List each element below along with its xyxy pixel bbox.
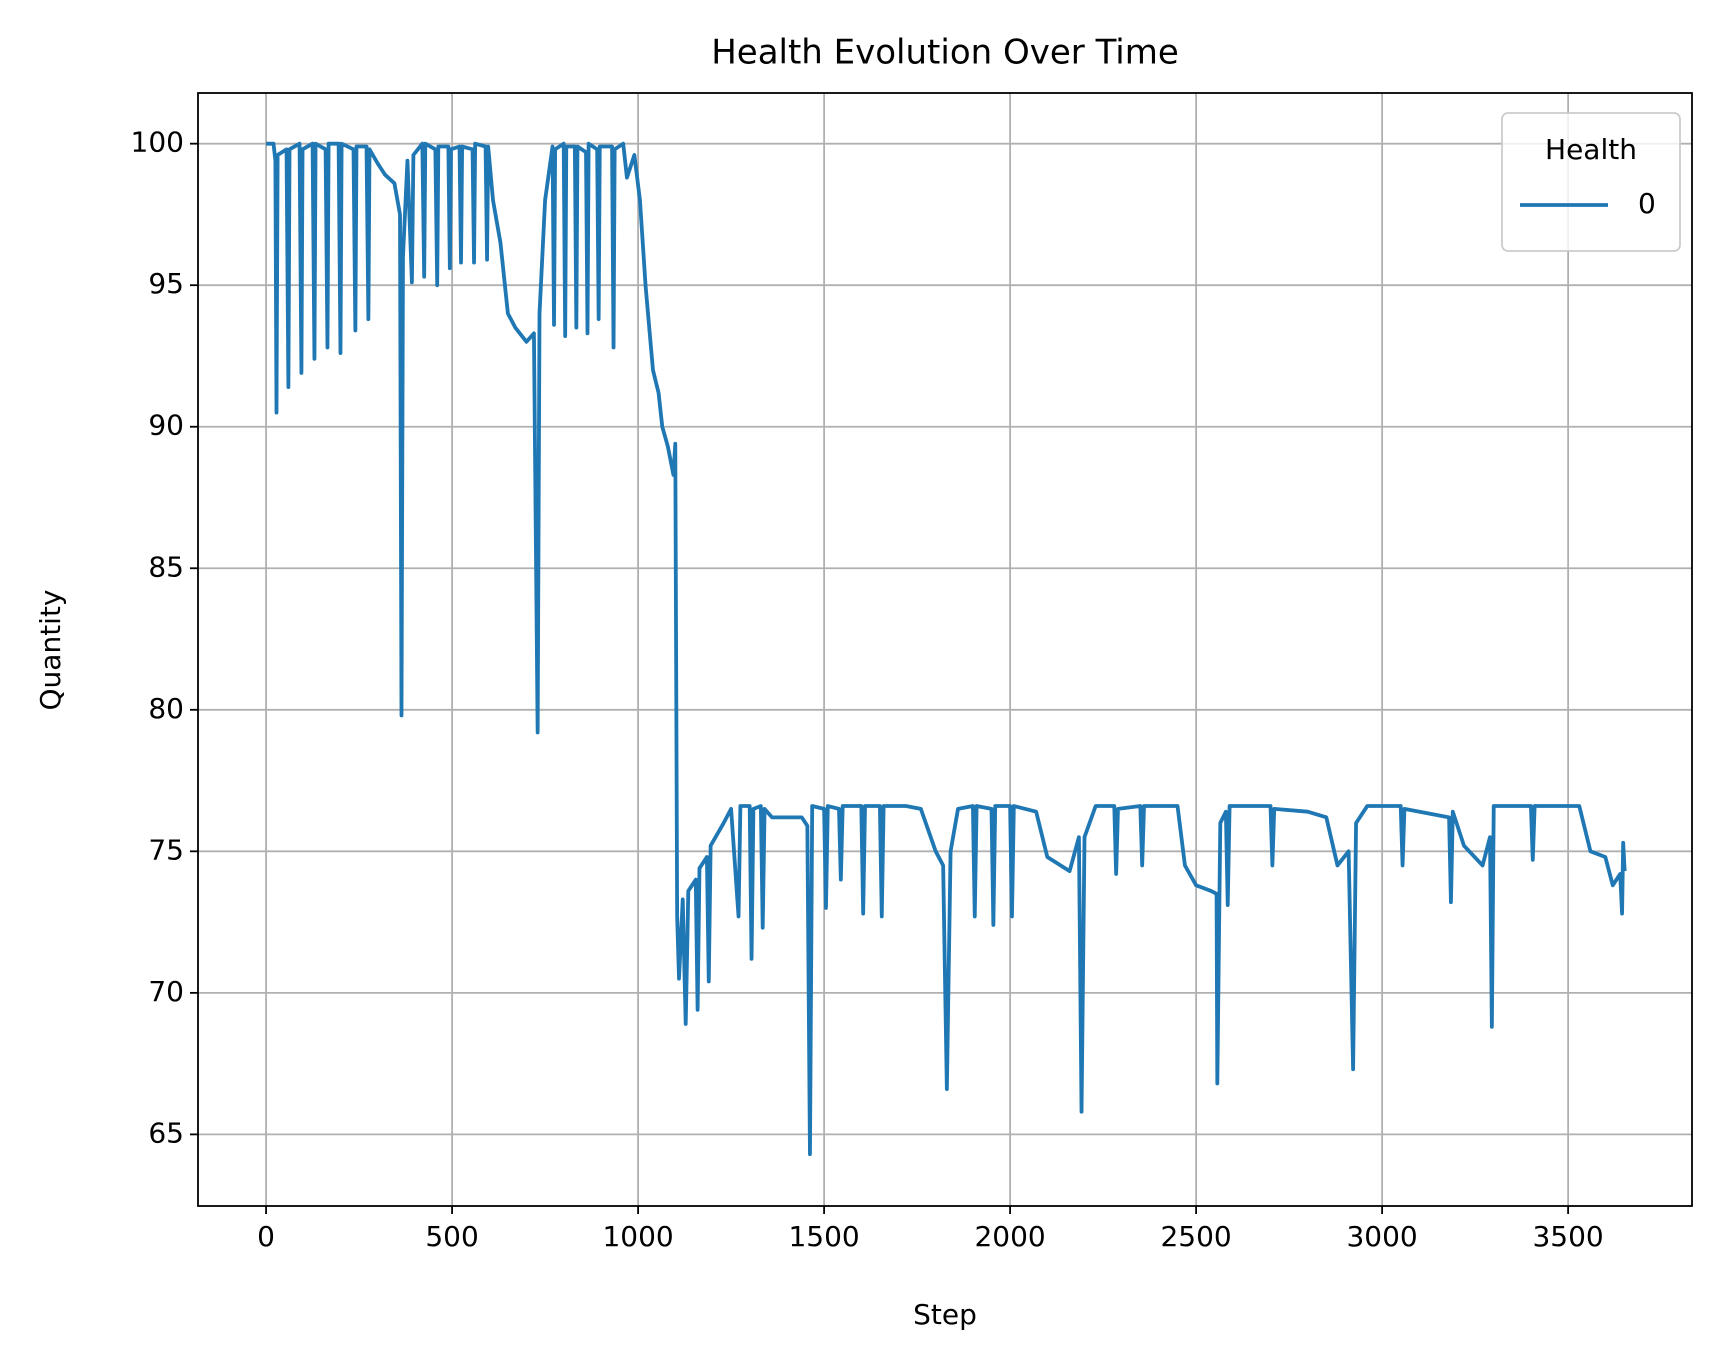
y-tick-label: 95 [148,267,184,300]
chart-title: Health Evolution Over Time [711,33,1179,73]
x-tick-label: 1000 [602,1220,673,1253]
y-tick-label: 65 [148,1116,184,1149]
y-tick-label: 90 [148,409,184,442]
y-tick-label: 70 [148,975,184,1008]
x-tick-label: 0 [257,1220,275,1253]
x-tick-label: 1500 [788,1220,859,1253]
plot-frame [197,92,1693,1207]
x-tick-label: 3000 [1346,1220,1417,1253]
data-line [266,141,1627,1157]
x-tick-label: 500 [425,1220,478,1253]
x-tick-label: 2500 [1160,1220,1231,1253]
y-axis-label: Quantity [34,590,67,711]
y-tick-label: 85 [148,550,184,583]
x-tick-label: 3500 [1532,1220,1603,1253]
y-tick-label: 80 [148,692,184,725]
legend-label: 0 [1638,187,1656,220]
x-tick-label: 2000 [974,1220,1045,1253]
legend-title: Health [1545,133,1637,166]
y-tick-label: 75 [148,833,184,866]
legend-box [1501,112,1681,252]
x-axis-label: Step [913,1298,977,1331]
y-tick-label: 100 [131,126,184,159]
